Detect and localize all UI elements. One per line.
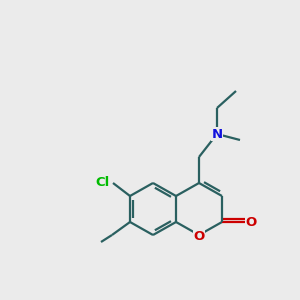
Text: O: O <box>194 230 205 242</box>
Text: O: O <box>245 215 256 229</box>
Text: Cl: Cl <box>96 176 110 190</box>
Text: N: N <box>212 128 223 140</box>
